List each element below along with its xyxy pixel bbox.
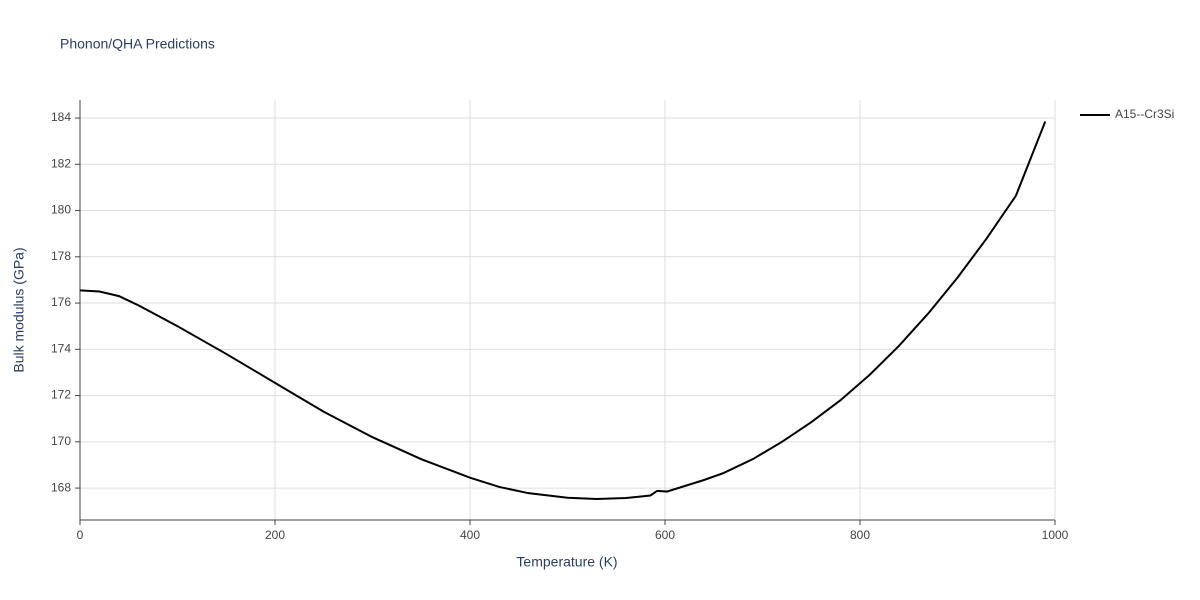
chart-title: Phonon/QHA Predictions: [60, 36, 215, 52]
y-tick-label: 176: [51, 295, 71, 309]
data-line: [79, 121, 1047, 500]
y-tick-label: 182: [51, 156, 71, 170]
x-tick-label: 400: [460, 528, 480, 542]
y-tick-label: 168: [51, 480, 71, 494]
y-tick-label: 172: [51, 388, 71, 402]
y-axis-title: Bulk modulus (GPa): [11, 247, 27, 372]
x-tick-label: 1000: [1042, 528, 1069, 542]
y-tick-label: 174: [51, 341, 71, 355]
x-tick-label: 600: [655, 528, 675, 542]
x-tick-label: 200: [265, 528, 285, 542]
y-tick-label: 184: [51, 110, 71, 124]
legend-label: A15--Cr3Si: [1115, 107, 1174, 121]
y-tick-label: 170: [51, 434, 71, 448]
x-tick-label: 800: [850, 528, 870, 542]
x-tick-label: 0: [77, 528, 84, 542]
y-tick-label: 180: [51, 203, 71, 217]
y-tick-label: 178: [51, 249, 71, 263]
x-axis-title: Temperature (K): [516, 554, 617, 570]
